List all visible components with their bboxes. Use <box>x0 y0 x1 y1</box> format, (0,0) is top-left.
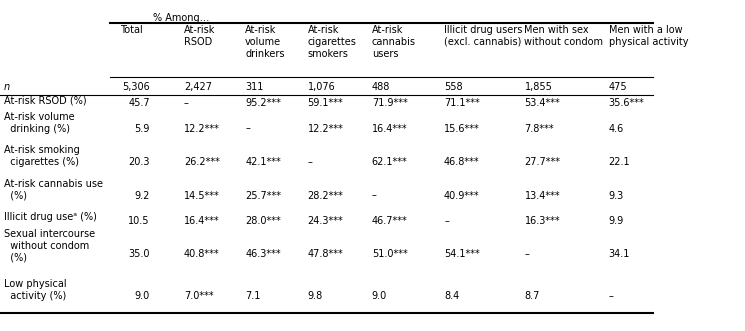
Text: 12.2***: 12.2*** <box>184 123 220 134</box>
Text: 46.7***: 46.7*** <box>372 215 408 226</box>
Text: Illicit drug users
(excl. cannabis): Illicit drug users (excl. cannabis) <box>444 24 522 47</box>
Text: 16.3***: 16.3*** <box>524 215 560 226</box>
Text: –: – <box>184 99 189 109</box>
Text: 95.2***: 95.2*** <box>245 99 281 109</box>
Text: 16.4***: 16.4*** <box>372 123 408 134</box>
Text: n: n <box>4 82 10 92</box>
Text: 47.8***: 47.8*** <box>308 249 343 259</box>
Text: –: – <box>609 291 614 301</box>
Text: Low physical
  activity (%): Low physical activity (%) <box>4 279 66 301</box>
Text: At-risk RSOD (%): At-risk RSOD (%) <box>4 95 86 105</box>
Text: 13.4***: 13.4*** <box>524 191 560 201</box>
Text: 28.2***: 28.2*** <box>308 191 343 201</box>
Text: 46.8***: 46.8*** <box>444 157 480 167</box>
Text: 15.6***: 15.6*** <box>444 123 480 134</box>
Text: 8.4: 8.4 <box>444 291 459 301</box>
Text: 9.3: 9.3 <box>609 191 624 201</box>
Text: At-risk cannabis use
  (%): At-risk cannabis use (%) <box>4 179 103 201</box>
Text: –: – <box>308 157 313 167</box>
Text: Men with a low
physical activity: Men with a low physical activity <box>609 24 688 47</box>
Text: 14.5***: 14.5*** <box>184 191 220 201</box>
Text: 26.2***: 26.2*** <box>184 157 220 167</box>
Text: 45.7: 45.7 <box>128 99 150 109</box>
Text: 2,427: 2,427 <box>184 82 212 92</box>
Text: 9.9: 9.9 <box>609 215 624 226</box>
Text: 7.8***: 7.8*** <box>524 123 554 134</box>
Text: 9.2: 9.2 <box>134 191 150 201</box>
Text: 53.4***: 53.4*** <box>524 99 560 109</box>
Text: 22.1: 22.1 <box>609 157 630 167</box>
Text: At-risk
RSOD: At-risk RSOD <box>184 24 215 47</box>
Text: At-risk smoking
  cigarettes (%): At-risk smoking cigarettes (%) <box>4 145 80 167</box>
Text: 5.9: 5.9 <box>134 123 150 134</box>
Text: Total: Total <box>121 24 143 35</box>
Text: 24.3***: 24.3*** <box>308 215 343 226</box>
Text: 71.1***: 71.1*** <box>444 99 480 109</box>
Text: 62.1***: 62.1*** <box>372 157 408 167</box>
Text: 1,076: 1,076 <box>308 82 335 92</box>
Text: 4.6: 4.6 <box>609 123 624 134</box>
Text: 1,855: 1,855 <box>524 82 552 92</box>
Text: 27.7***: 27.7*** <box>524 157 560 167</box>
Text: % Among…: % Among… <box>153 13 210 23</box>
Text: 28.0***: 28.0*** <box>245 215 281 226</box>
Text: 54.1***: 54.1*** <box>444 249 480 259</box>
Text: 12.2***: 12.2*** <box>308 123 343 134</box>
Text: 25.7***: 25.7*** <box>245 191 281 201</box>
Text: 42.1***: 42.1*** <box>245 157 281 167</box>
Text: –: – <box>245 123 250 134</box>
Text: 59.1***: 59.1*** <box>308 99 343 109</box>
Text: 558: 558 <box>444 82 463 92</box>
Text: 20.3: 20.3 <box>128 157 150 167</box>
Text: 9.0: 9.0 <box>135 291 150 301</box>
Text: 10.5: 10.5 <box>128 215 150 226</box>
Text: Illicit drug useᵃ (%): Illicit drug useᵃ (%) <box>4 212 97 222</box>
Text: 35.6***: 35.6*** <box>609 99 644 109</box>
Text: 7.1: 7.1 <box>245 291 261 301</box>
Text: 40.8***: 40.8*** <box>184 249 220 259</box>
Text: –: – <box>444 215 449 226</box>
Text: 475: 475 <box>609 82 627 92</box>
Text: 9.0: 9.0 <box>372 291 387 301</box>
Text: 488: 488 <box>372 82 390 92</box>
Text: 16.4***: 16.4*** <box>184 215 220 226</box>
Text: 35.0: 35.0 <box>128 249 150 259</box>
Text: –: – <box>524 249 530 259</box>
Text: Sexual intercourse
  without condom
  (%): Sexual intercourse without condom (%) <box>4 229 95 263</box>
Text: 8.7: 8.7 <box>524 291 540 301</box>
Text: 34.1: 34.1 <box>609 249 630 259</box>
Text: 5,306: 5,306 <box>122 82 150 92</box>
Text: 311: 311 <box>245 82 264 92</box>
Text: At-risk
volume
drinkers: At-risk volume drinkers <box>245 24 285 59</box>
Text: 9.8: 9.8 <box>308 291 323 301</box>
Text: 51.0***: 51.0*** <box>372 249 408 259</box>
Text: At-risk
cannabis
users: At-risk cannabis users <box>372 24 416 59</box>
Text: At-risk
cigarettes
smokers: At-risk cigarettes smokers <box>308 24 357 59</box>
Text: 40.9***: 40.9*** <box>444 191 480 201</box>
Text: 71.9***: 71.9*** <box>372 99 408 109</box>
Text: –: – <box>372 191 377 201</box>
Text: Men with sex
without condom: Men with sex without condom <box>524 24 603 47</box>
Text: 7.0***: 7.0*** <box>184 291 214 301</box>
Text: 46.3***: 46.3*** <box>245 249 281 259</box>
Text: At-risk volume
  drinking (%): At-risk volume drinking (%) <box>4 112 74 134</box>
